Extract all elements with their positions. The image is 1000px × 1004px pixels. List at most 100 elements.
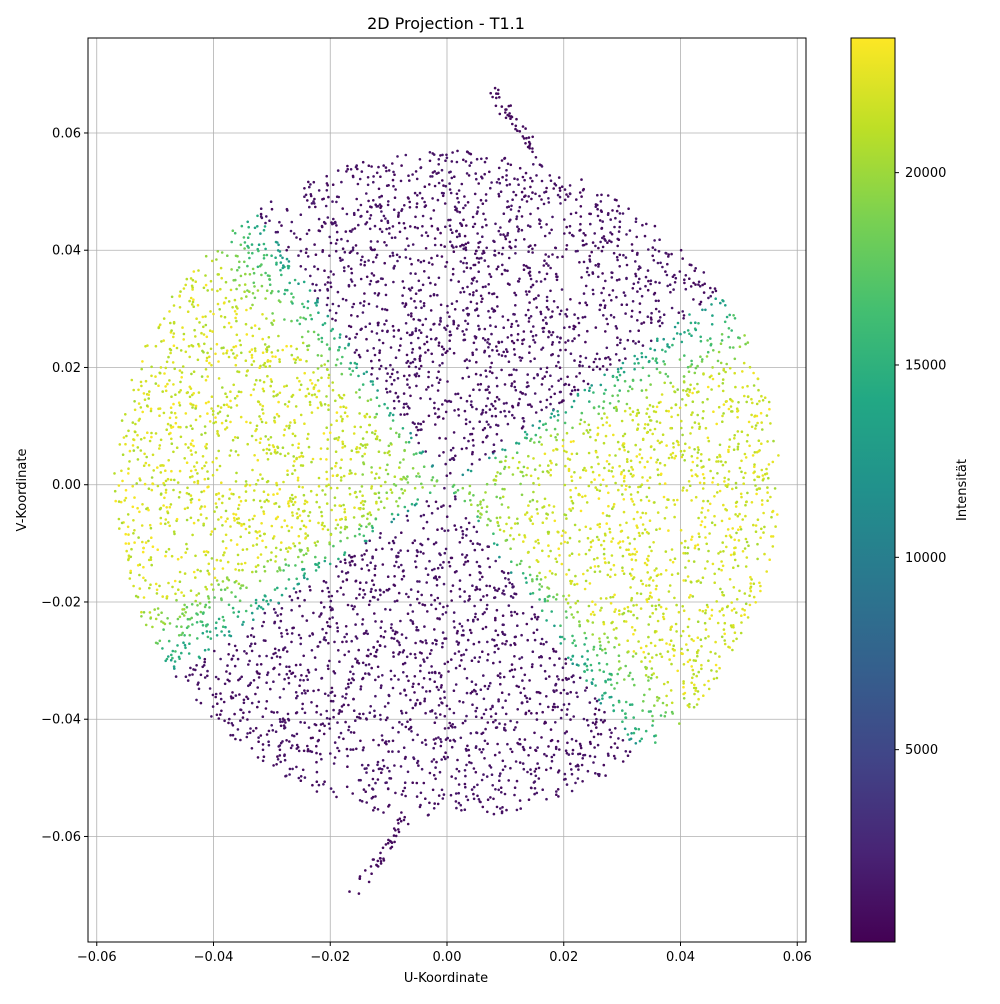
scatter-point (618, 613, 621, 616)
scatter-point (157, 614, 160, 617)
scatter-point (769, 422, 772, 425)
scatter-point (186, 461, 189, 464)
scatter-point (365, 717, 368, 720)
scatter-point (484, 161, 487, 164)
scatter-point (643, 694, 646, 697)
scatter-point (295, 591, 298, 594)
scatter-point (434, 671, 437, 674)
scatter-point (611, 554, 614, 557)
scatter-point (661, 393, 664, 396)
scatter-point (163, 484, 166, 487)
scatter-point (131, 485, 134, 488)
scatter-point (532, 650, 535, 653)
scatter-point (683, 331, 686, 334)
scatter-point (376, 332, 379, 335)
scatter-point (535, 280, 538, 283)
scatter-point (636, 551, 639, 554)
scatter-point (694, 321, 697, 324)
scatter-point (452, 273, 455, 276)
scatter-point (246, 736, 249, 739)
scatter-point (408, 386, 411, 389)
scatter-point (470, 692, 473, 695)
scatter-point (186, 627, 189, 630)
scatter-point (368, 784, 371, 787)
scatter-point (701, 309, 704, 312)
scatter-point (524, 393, 527, 396)
scatter-point (220, 277, 223, 280)
scatter-point (295, 691, 298, 694)
scatter-point (682, 693, 685, 696)
scatter-point (566, 308, 569, 311)
scatter-point (239, 344, 242, 347)
scatter-point (430, 217, 433, 220)
scatter-point (211, 260, 214, 263)
scatter-point (392, 629, 395, 632)
scatter-point (622, 739, 625, 742)
scatter-point (181, 326, 184, 329)
scatter-point (687, 546, 690, 549)
scatter-point (210, 715, 213, 718)
scatter-point (405, 154, 408, 157)
scatter-point (218, 308, 221, 311)
scatter-point (693, 684, 696, 687)
scatter-point (260, 418, 263, 421)
scatter-point (650, 457, 653, 460)
scatter-point (695, 675, 698, 678)
scatter-point (707, 659, 710, 662)
scatter-point (390, 442, 393, 445)
scatter-point (212, 313, 215, 316)
scatter-point (474, 710, 477, 713)
scatter-point (691, 392, 694, 395)
scatter-point (657, 440, 660, 443)
scatter-point (385, 294, 388, 297)
scatter-point (719, 610, 722, 613)
scatter-point (300, 549, 303, 552)
scatter-point (174, 593, 177, 596)
scatter-point (444, 437, 447, 440)
scatter-point (588, 274, 591, 277)
scatter-point (257, 289, 260, 292)
scatter-point (179, 491, 182, 494)
scatter-point (419, 300, 422, 303)
scatter-point (545, 371, 548, 374)
scatter-point (184, 572, 187, 575)
scatter-point (612, 537, 615, 540)
scatter-point (184, 647, 187, 650)
scatter-point (464, 720, 467, 723)
scatter-point (673, 274, 676, 277)
scatter-point (579, 745, 582, 748)
scatter-point (457, 408, 460, 411)
scatter-point (494, 310, 497, 313)
scatter-point (335, 450, 338, 453)
scatter-point (385, 491, 388, 494)
scatter-point (309, 404, 312, 407)
scatter-point (279, 663, 282, 666)
scatter-point (567, 657, 570, 660)
scatter-point (186, 392, 189, 395)
scatter-point (190, 470, 193, 473)
scatter-point (690, 334, 693, 337)
scatter-point (758, 400, 761, 403)
scatter-point (428, 672, 431, 675)
scatter-point (458, 189, 461, 192)
scatter-point (358, 396, 361, 399)
scatter-point (412, 739, 415, 742)
scatter-point (307, 349, 310, 352)
scatter-point (384, 645, 387, 648)
scatter-point (665, 506, 668, 509)
scatter-point (631, 419, 634, 422)
scatter-point (412, 421, 415, 424)
scatter-point (192, 305, 195, 308)
scatter-point (337, 558, 340, 561)
scatter-point (415, 626, 418, 629)
scatter-point (474, 613, 477, 616)
scatter-point (368, 663, 371, 666)
scatter-point (745, 456, 748, 459)
scatter-point (621, 570, 624, 573)
scatter-point (683, 381, 686, 384)
scatter-point (350, 326, 353, 329)
scatter-point (429, 772, 432, 775)
scatter-point (399, 344, 402, 347)
scatter-point (531, 663, 534, 666)
scatter-point (534, 639, 537, 642)
